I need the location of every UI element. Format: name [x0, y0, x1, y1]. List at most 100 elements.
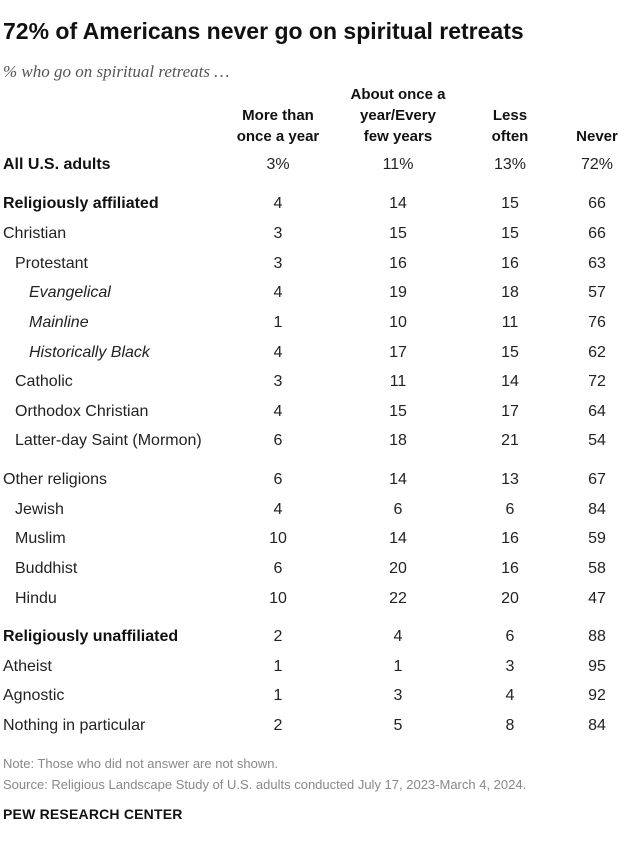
row-label: Historically Black: [29, 344, 150, 361]
table-cell: 95: [588, 658, 606, 675]
table-cell: 16: [501, 255, 519, 272]
table-cell: 66: [588, 195, 606, 212]
table-cell: 20: [389, 560, 407, 577]
table-row: All U.S. adults 3% 11% 13% 72%: [0, 152, 639, 180]
table-cell: 3: [505, 658, 515, 675]
table-cell: 13%: [493, 156, 527, 173]
chart-title: 72% of Americans never go on spiritual r…: [3, 18, 524, 44]
table-cell: 18: [501, 284, 519, 301]
table-cell: 1: [273, 658, 283, 675]
table-cell: 76: [588, 314, 606, 331]
row-label: Protestant: [15, 255, 88, 272]
table-cell: 16: [501, 530, 519, 547]
table-cell: 5: [393, 717, 403, 734]
table-cell: 66: [588, 225, 606, 242]
table-cell: 11%: [382, 156, 414, 173]
row-label: Orthodox Christian: [15, 403, 149, 420]
row-label: Muslim: [15, 530, 66, 547]
table-cell: 6: [505, 628, 515, 645]
source: Source: Religious Landscape Study of U.S…: [3, 777, 527, 792]
column-header: More than once a year: [236, 107, 320, 145]
table-cell: 57: [588, 284, 606, 301]
table-cell: 63: [588, 255, 606, 272]
table-cell: 58: [588, 560, 606, 577]
table-cell: 59: [588, 530, 606, 547]
table-cell: 4: [273, 501, 283, 518]
table-cell: 13: [501, 471, 519, 488]
table-cell: 62: [588, 344, 606, 361]
row-label: Latter-day Saint (Mormon): [15, 432, 202, 449]
table-cell: 20: [501, 590, 519, 607]
row-label: Buddhist: [15, 560, 78, 577]
table-cell: 22: [389, 590, 407, 607]
table-cell: 47: [588, 590, 606, 607]
table-cell: 88: [588, 628, 606, 645]
table-cell: 4: [505, 687, 515, 704]
table-cell: 17: [389, 344, 407, 361]
table-cell: 11: [501, 314, 519, 331]
table-cell: 14: [389, 195, 407, 212]
table-cell: 19: [389, 284, 407, 301]
table-row: Hindu 10 22 20 47: [0, 586, 639, 614]
table-cell: 15: [501, 195, 519, 212]
table-cell: 6: [273, 560, 283, 577]
table-cell: 10: [269, 530, 287, 547]
table-cell: 15: [389, 403, 407, 420]
row-label: Catholic: [15, 373, 73, 390]
table-cell: 72: [588, 373, 606, 390]
column-header: Never: [576, 128, 618, 145]
table-cell: 14: [389, 471, 407, 488]
table-cell: 3: [273, 373, 283, 390]
table-cell: 3: [273, 255, 283, 272]
row-label: Jewish: [15, 501, 64, 518]
table-cell: 67: [588, 471, 606, 488]
note: Note: Those who did not answer are not s…: [3, 756, 279, 771]
table-cell: 4: [273, 344, 283, 361]
row-label: Christian: [3, 225, 67, 242]
table-cell: 84: [588, 717, 606, 734]
table-cell: 1: [273, 314, 283, 331]
table-cell: 72%: [580, 156, 614, 173]
table-cell: 17: [501, 403, 519, 420]
table-cell: 11: [389, 373, 407, 390]
table-cell: 84: [588, 501, 606, 518]
table-row: Other religions 6 14 13 67: [0, 467, 639, 495]
table-cell: 10: [389, 314, 407, 331]
row-label: Atheist: [3, 658, 52, 675]
table-cell: 6: [273, 432, 283, 449]
row-label: Agnostic: [3, 687, 65, 704]
table-cell: 14: [389, 530, 407, 547]
row-label: Religiously unaffiliated: [3, 628, 179, 645]
table-cell: 16: [501, 560, 519, 577]
table-cell: 1: [393, 658, 403, 675]
table-cell: 54: [588, 432, 606, 449]
table-row: Muslim 10 14 16 59: [0, 526, 639, 554]
table-cell: 15: [389, 225, 407, 242]
table-cell: 15: [501, 344, 519, 361]
row-label: Other religions: [3, 471, 108, 488]
table-cell: 6: [505, 501, 515, 518]
column-header: Less often: [491, 107, 529, 145]
table-cell: 18: [389, 432, 407, 449]
table-cell: 4: [273, 403, 283, 420]
table-cell: 4: [273, 195, 283, 212]
row-label: Mainline: [29, 314, 89, 331]
brand-logo-text: PEW RESEARCH CENTER: [3, 806, 183, 822]
row-label: Religiously affiliated: [3, 195, 159, 212]
chart-subtitle: % who go on spiritual retreats …: [3, 62, 230, 81]
table-row: Jewish 4 6 6 84: [0, 497, 639, 525]
table-row: Protestant 3 16 16 63: [0, 251, 639, 279]
table-row: Orthodox Christian 4 15 17 64: [0, 399, 639, 427]
table-cell: 14: [501, 373, 519, 390]
row-label: Hindu: [15, 590, 57, 607]
table-row: Historically Black 4 17 15 62: [0, 340, 639, 368]
table-cell: 16: [389, 255, 407, 272]
table-row: Religiously unaffiliated 2 4 6 88: [0, 624, 639, 652]
table-row: Mainline 1 10 11 76: [0, 310, 639, 338]
row-label: All U.S. adults: [3, 156, 111, 173]
table-cell: 4: [393, 628, 403, 645]
table-row: Atheist 1 1 3 95: [0, 654, 639, 682]
table-cell: 21: [501, 432, 519, 449]
column-header: About once a year/Every few years: [350, 86, 446, 145]
table-row: Christian 3 15 15 66: [0, 221, 639, 249]
